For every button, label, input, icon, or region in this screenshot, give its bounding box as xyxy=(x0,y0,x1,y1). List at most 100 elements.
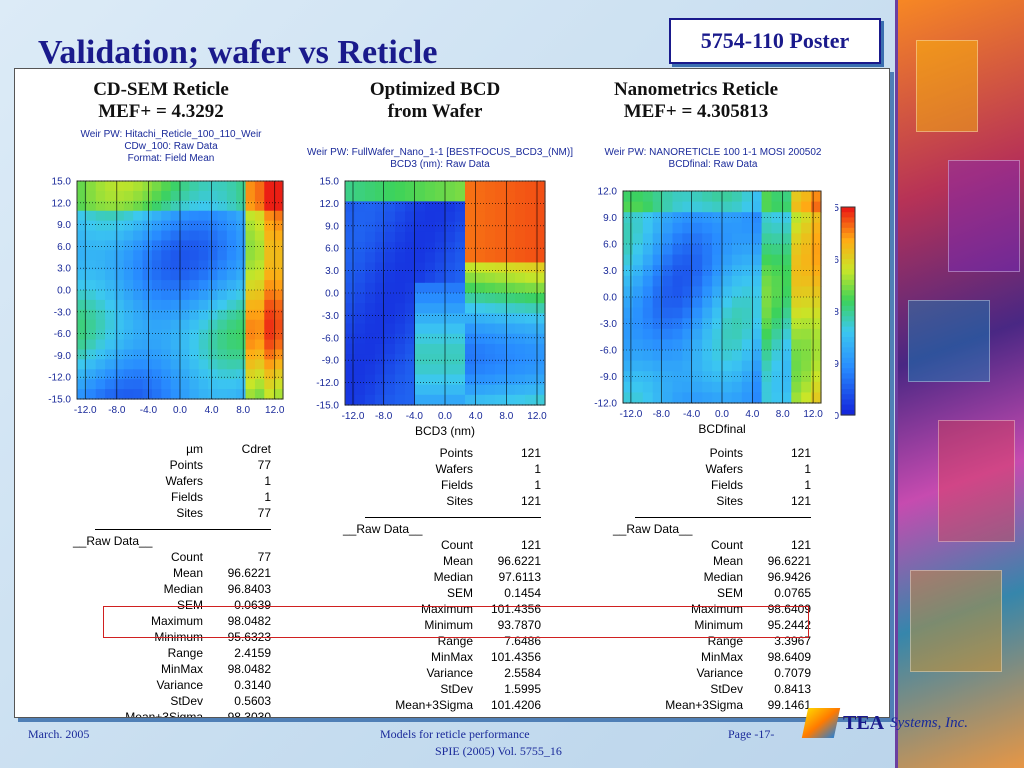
col2-heatmap-cell xyxy=(515,191,526,202)
col3-heatmap-cell xyxy=(781,307,792,319)
col3-heatmap-cell xyxy=(652,381,664,393)
col2-heatmap-cell xyxy=(445,252,456,264)
col2-heatmap-cell xyxy=(385,394,396,406)
col1-stat-label: µm xyxy=(186,442,203,456)
col1-heatmap-cell xyxy=(151,280,162,291)
col1-heatmap-cell xyxy=(114,309,125,321)
col3-heatmap-cell xyxy=(702,381,713,393)
col3-heatmap-cell xyxy=(751,265,763,277)
col1-heatmap-cell xyxy=(273,240,284,251)
col3-heatmap-cell xyxy=(662,350,674,362)
col2-heatmap-cell xyxy=(535,272,546,284)
col2-heatmap-cell xyxy=(445,364,456,376)
col2-heatmap-y-tick-label: 3.0 xyxy=(325,266,339,277)
col1-heatmap-cell xyxy=(114,280,125,291)
col2-heatmap-cell xyxy=(415,384,426,396)
col1-heatmap-cell xyxy=(273,379,284,390)
col2-heatmap-cell xyxy=(355,181,366,192)
col1-heatmap-cell xyxy=(208,190,219,202)
col2-heatmap-cell xyxy=(475,242,486,253)
col2-heatmap-cell xyxy=(505,303,516,314)
col1-heatmap-cell xyxy=(77,290,87,301)
col3-heatmap-cell xyxy=(623,297,634,309)
col1-heatmap-cell xyxy=(208,260,219,271)
col1-heatmap-cell xyxy=(236,369,247,380)
col3-heatmap-cell xyxy=(662,275,674,287)
col2-heatmap-cell xyxy=(505,374,516,386)
col2-heatmap-cell xyxy=(395,221,406,233)
col1-stat-row: SEM 0.0639 xyxy=(75,597,275,613)
col3-heatmap-cell xyxy=(692,350,703,362)
col3-heatmap-cell xyxy=(741,275,753,287)
col1-heatmap-cell xyxy=(95,339,106,351)
col3-heatmap-cell xyxy=(632,201,644,213)
col3-heatmap-cell xyxy=(811,339,822,351)
col1-heatmap-cell xyxy=(180,270,190,281)
col1-heatmap-cell xyxy=(245,250,256,261)
col1-heatmap-cell xyxy=(105,230,116,242)
col3-heatmap-cell xyxy=(682,328,693,340)
col3-heatmap-x-tick-label: -8.0 xyxy=(653,409,671,420)
col1-heatmap-cell xyxy=(105,260,116,271)
col3-heatmap-cell xyxy=(751,212,763,224)
col1-heatmap-y-tick-label: 6.0 xyxy=(57,242,71,253)
col3-heatmap-cell xyxy=(781,318,792,330)
col1-heatmap-cell xyxy=(217,339,228,351)
col3-heatmap-cell xyxy=(632,360,644,372)
col1-heatmap-cell xyxy=(236,220,247,232)
col3-heatmap-cell xyxy=(652,212,664,224)
col2-stat-value: 121 xyxy=(520,446,541,460)
col3-heatmap-cell xyxy=(791,318,802,330)
col2-heatmap-cell xyxy=(425,384,436,396)
col2-heatmap-cell xyxy=(455,343,466,355)
colorbar-frame xyxy=(840,206,856,416)
col1-heatmap-cell xyxy=(189,210,200,222)
col1-heatmap-cell xyxy=(254,369,265,380)
col2-heatmap-cell xyxy=(455,303,466,314)
col1-heatmap-cell xyxy=(208,359,219,370)
col1-heatmap-cell xyxy=(264,319,275,331)
col2-heatmap-cell xyxy=(535,323,546,335)
col3-heatmap-cell xyxy=(761,371,773,383)
col1-heatmap-y-tick-label: -3.0 xyxy=(54,307,72,318)
col1-heatmap-cell xyxy=(236,319,247,331)
col1-heatmap-cell xyxy=(217,260,228,271)
col1-stat-label: Sites xyxy=(176,506,203,520)
col2-heatmap-cell xyxy=(505,384,516,396)
col2-heatmap-cell xyxy=(375,384,386,396)
col1-heatmap-cell xyxy=(208,290,219,301)
col2-stat-label: StDev xyxy=(440,682,473,696)
col2-heatmap-cell xyxy=(445,293,456,304)
footer-topic: Models for reticle performance xyxy=(380,727,530,741)
col1-heatmap-cell xyxy=(236,290,247,301)
col2-heatmap-cell xyxy=(355,374,366,386)
col2-heatmap-cell xyxy=(515,231,526,243)
col3-heatmap-cell xyxy=(811,233,822,245)
col2-heatmap-cell xyxy=(365,364,376,376)
col2-stat-row: SEM 0.1454 xyxy=(345,585,545,601)
colorbar-segment xyxy=(841,352,855,359)
col1-heatmap-cell xyxy=(254,319,265,331)
col2-heatmap-cell xyxy=(435,231,446,243)
col1-heatmap-cell xyxy=(236,299,247,311)
col1-heatmap-cell xyxy=(142,299,153,311)
col2-heatmap-cell xyxy=(345,364,356,376)
col1-stat-row: Mean 96.6221 xyxy=(75,565,275,581)
col2-heatmap-cell xyxy=(385,272,396,284)
col2-heatmap-cell xyxy=(445,394,456,406)
col3-heatmap-cell xyxy=(791,265,802,277)
col3-heatmap-cell xyxy=(692,360,703,372)
col2-heatmap-cell xyxy=(345,374,356,386)
col2-heatmap-cell xyxy=(485,221,496,233)
col2-heatmap-cell xyxy=(535,262,546,274)
col3-heatmap-cell xyxy=(632,307,644,319)
colorbar-segment xyxy=(841,264,855,270)
col1-heading-line1: CD-SEM Reticle xyxy=(93,79,229,100)
col3-heatmap-cell xyxy=(712,297,723,309)
col3-heatmap-cell xyxy=(642,254,654,266)
col1-heatmap-cell xyxy=(77,349,87,360)
col3-heatmap-cell xyxy=(712,254,723,266)
col1-heatmap-cell xyxy=(264,369,275,380)
col1-heatmap-cell xyxy=(226,389,237,400)
col3-heatmap-cell xyxy=(761,297,773,309)
